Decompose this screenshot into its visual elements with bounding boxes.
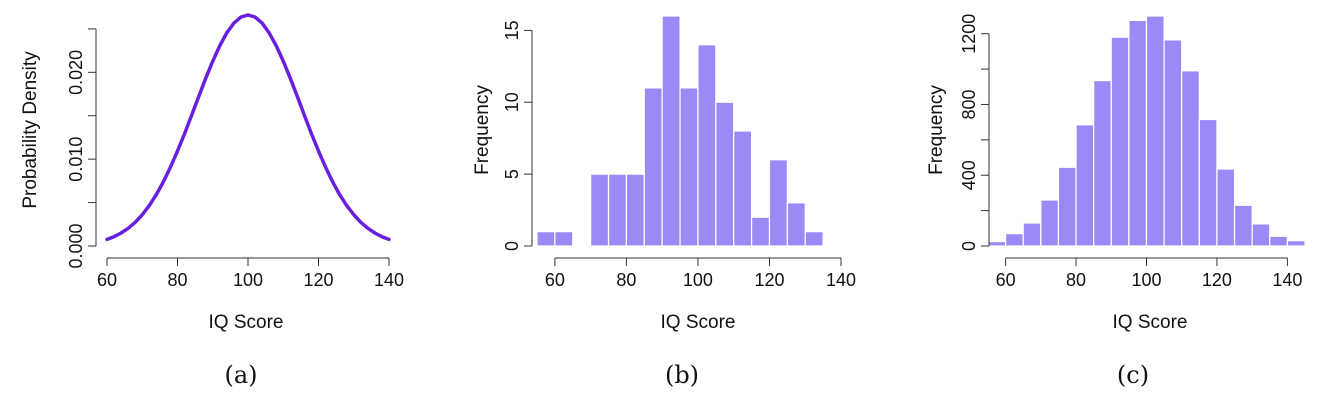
histogram-bar <box>1110 36 1130 247</box>
y-tick-label: 0.010 <box>66 137 86 182</box>
histogram-bar <box>750 216 771 247</box>
y-tick-label: 15 <box>502 20 522 40</box>
histogram-bar <box>1286 240 1306 247</box>
x-tick-label: 140 <box>826 270 856 290</box>
histogram-panel-large: 0 400 800 1200 60 80 100 120 140 IQ Score Frequ… <box>926 14 1306 333</box>
histogram-bar <box>679 87 699 247</box>
histogram-bar <box>1251 223 1271 247</box>
histogram-panel-small: 0 5 10 15 60 80 100 120 140 IQ Score Frequency <box>472 15 856 333</box>
y-axis: 0.000 0.010 0.020 <box>66 28 97 269</box>
x-tick-label: 100 <box>1131 270 1161 290</box>
y-axis: 0 400 800 1200 <box>959 14 990 251</box>
x-tick-label: 120 <box>1202 270 1232 290</box>
histogram-bars <box>987 15 1306 247</box>
x-tick-label: 100 <box>233 270 263 290</box>
histogram-bar <box>1163 39 1183 247</box>
y-tick-label: 5 <box>502 169 522 179</box>
histogram-bar <box>1181 70 1200 247</box>
x-axis-label: IQ Score <box>209 312 284 333</box>
y-tick-label: 800 <box>959 89 979 119</box>
y-tick-label: 10 <box>502 92 522 112</box>
histogram-bar <box>987 240 1007 247</box>
histogram-bar <box>1128 19 1148 247</box>
histogram-bar <box>536 231 556 247</box>
histogram-bar <box>1216 168 1236 247</box>
histogram-bar <box>625 173 645 247</box>
histogram-bar <box>1040 199 1060 247</box>
histogram-bar <box>1233 204 1253 247</box>
x-tick-label: 120 <box>303 270 333 290</box>
histogram-bar <box>590 173 610 247</box>
histogram-bar <box>1093 79 1112 247</box>
y-axis-label: Frequency <box>472 85 493 175</box>
panel-caption-a: (a) <box>224 361 258 389</box>
x-axis: 60 80 100 120 140 <box>996 257 1302 290</box>
panel-caption-b: (b) <box>664 361 700 389</box>
x-tick-label: 60 <box>97 270 117 290</box>
histogram-bar <box>786 202 806 247</box>
density-panel: 0.000 0.010 0.020 60 80 100 120 140 IQ Score P… <box>20 13 404 333</box>
panel-caption-c: (c) <box>1116 361 1150 389</box>
histogram-bar <box>1198 118 1218 247</box>
y-tick-label: 0.020 <box>66 50 86 95</box>
y-tick-label: 0.000 <box>66 223 86 268</box>
y-tick-label: 0 <box>502 241 522 251</box>
x-tick-label: 60 <box>996 270 1016 290</box>
density-curve <box>105 13 391 242</box>
x-tick-label: 80 <box>616 270 636 290</box>
y-axis: 0 5 10 15 <box>502 20 533 251</box>
histogram-bar <box>1005 233 1024 247</box>
histogram-bar <box>661 15 681 247</box>
histogram-bar <box>715 101 735 247</box>
histogram-bar <box>1022 222 1042 247</box>
x-tick-label: 140 <box>374 270 404 290</box>
y-axis-label: Probability Density <box>20 51 41 209</box>
x-axis: 60 80 100 120 140 <box>545 257 856 290</box>
x-tick-label: 100 <box>683 270 713 290</box>
x-tick-label: 80 <box>1066 270 1086 290</box>
histogram-bar <box>733 130 753 247</box>
histogram-bar <box>768 159 788 247</box>
histogram-bar <box>1057 166 1077 247</box>
x-axis-label: IQ Score <box>661 312 736 333</box>
histogram-bar <box>554 231 574 247</box>
histogram-bar <box>607 173 628 247</box>
histogram-bar <box>697 44 717 247</box>
histogram-bars <box>536 15 824 247</box>
histogram-bar <box>1075 124 1095 247</box>
histogram-bar <box>1145 15 1165 247</box>
y-tick-label: 1200 <box>959 14 979 54</box>
x-axis: 60 80 100 120 140 <box>97 257 404 290</box>
histogram-bar <box>804 231 824 247</box>
x-tick-label: 140 <box>1272 270 1302 290</box>
histogram-bar <box>643 87 663 247</box>
histogram-bar <box>1269 235 1288 247</box>
x-axis-label: IQ Score <box>1113 312 1188 333</box>
x-tick-label: 60 <box>545 270 565 290</box>
x-tick-label: 80 <box>167 270 187 290</box>
density-curve-layer <box>105 13 391 242</box>
y-tick-label: 400 <box>959 160 979 190</box>
x-tick-label: 120 <box>754 270 784 290</box>
y-tick-label: 0 <box>959 241 979 251</box>
y-axis-label: Frequency <box>926 85 947 175</box>
